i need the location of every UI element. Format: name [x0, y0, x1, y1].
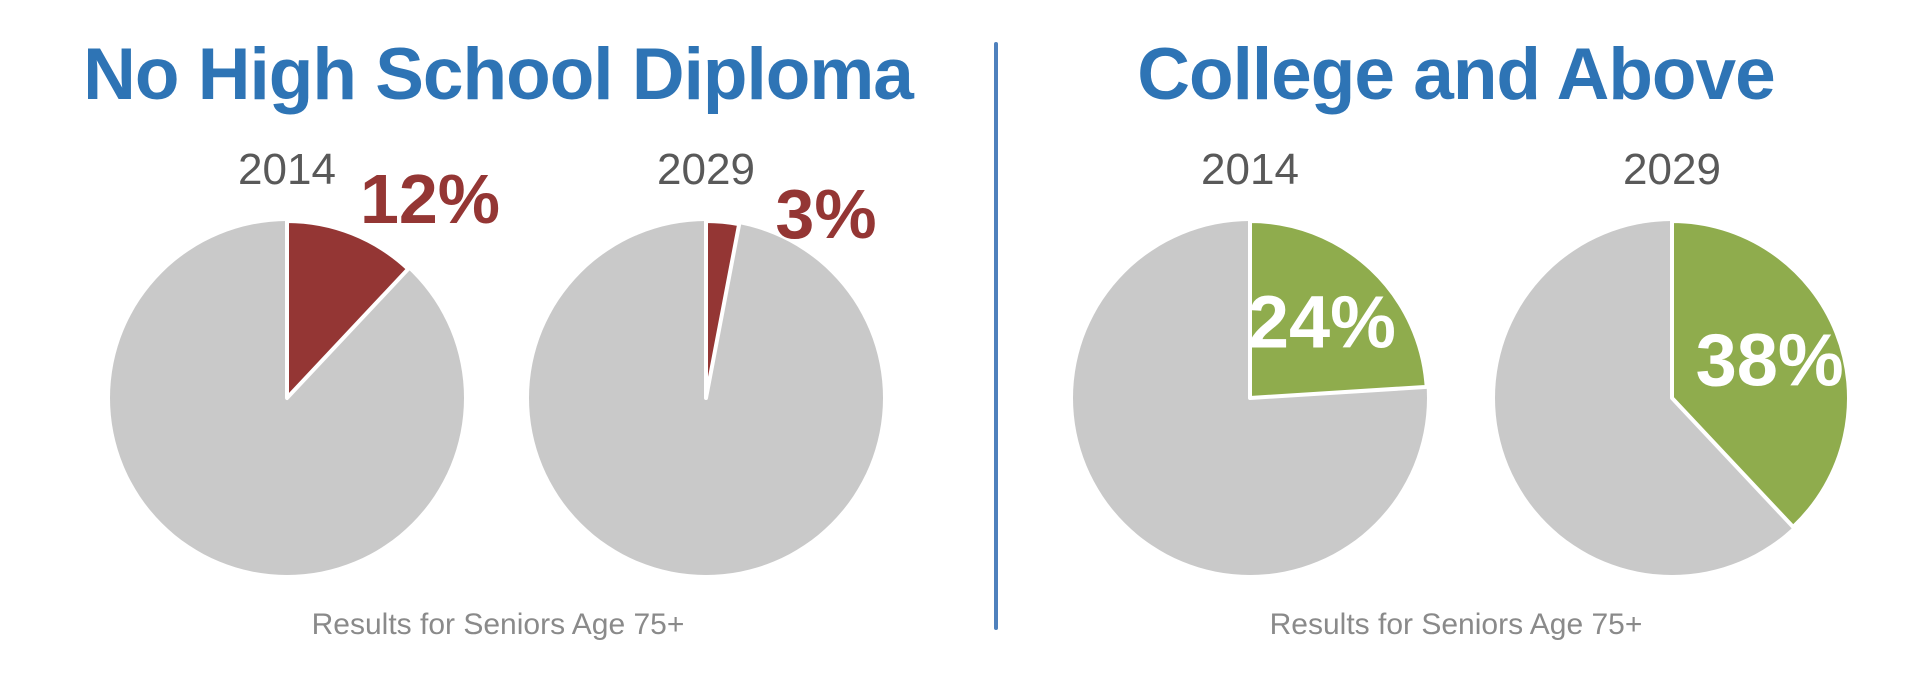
year-label-nhs-2014: 2014 [238, 145, 336, 194]
pie-chart-college-2014: 24% [1070, 218, 1430, 578]
pie-chart-no-diploma-2014 [107, 218, 467, 578]
percent-label-nhs-2014: 12% [359, 160, 501, 238]
pie-chart-college-2029: 38% [1492, 218, 1852, 578]
pie-inside-percent-label: 38% [1696, 318, 1844, 401]
pie-svg-no-diploma-2014 [110, 219, 464, 575]
section-title-college-and-above: College and Above [1137, 34, 1775, 115]
pie-inside-percent-label: 24% [1248, 280, 1396, 363]
pie-svg-no-diploma-2029 [529, 219, 883, 575]
section-title-no-high-school-diploma: No High School Diploma [83, 34, 914, 115]
caption-right: Results for Seniors Age 75+ [1269, 608, 1643, 641]
pie-svg-college-2014: 24% [1073, 219, 1429, 575]
pie-chart-no-diploma-2029 [526, 218, 886, 578]
year-label-nhs-2029: 2029 [657, 145, 755, 194]
vertical-divider [994, 42, 998, 630]
year-label-college-2029: 2029 [1623, 145, 1721, 194]
percent-label-nhs-2029: 3% [775, 175, 877, 253]
caption-left: Results for Seniors Age 75+ [311, 608, 685, 641]
year-label-college-2014: 2014 [1201, 145, 1299, 194]
pie-svg-college-2029: 38% [1495, 219, 1851, 575]
